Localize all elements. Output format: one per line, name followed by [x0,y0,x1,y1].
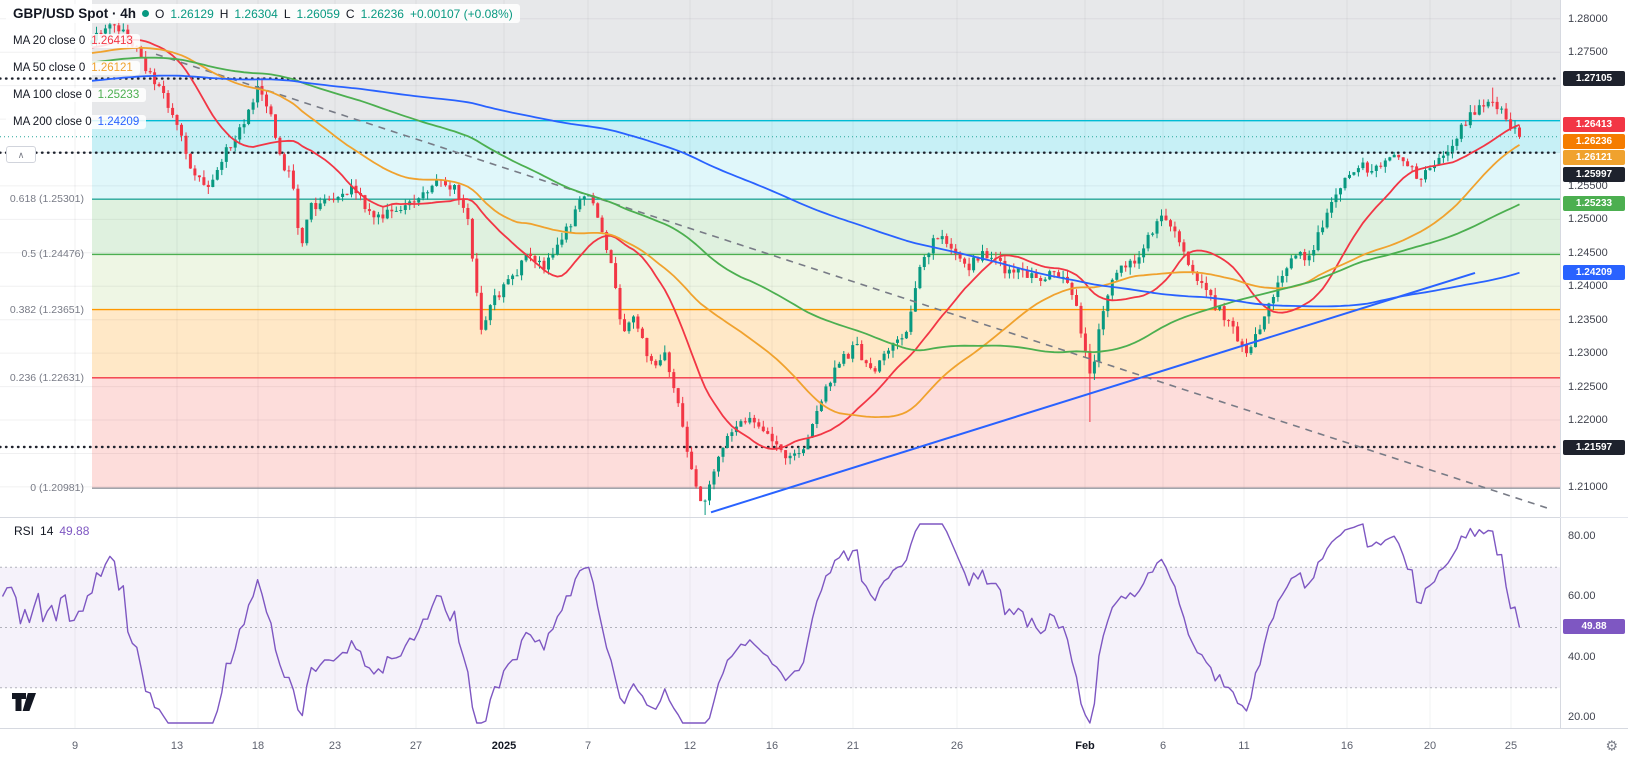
indicator-value: 1.25233 [97,89,140,101]
time-axis-tick: 23 [328,739,342,752]
price-chart-canvas[interactable] [0,0,1560,517]
high-label: H [219,6,229,21]
main-chart-pane[interactable]: 0.618 (1.25301) 0.5 (1.24476) 0.382 (1.236… [0,0,1560,517]
indicator-legend-row[interactable]: MA 200 close 0 1.24209 [6,115,147,129]
tradingview-logo[interactable] [10,688,40,718]
indicator-label: MA 200 close 0 [13,116,92,128]
time-axis-tick: 12 [683,739,697,752]
price-badge: 1.24209 [1563,264,1625,280]
indicator-label: MA 50 close 0 [13,62,86,74]
time-axis[interactable]: ⚙ 9 13 18 23 27 2025 7 12 16 21 26 Feb 6 11 16 20 25 [0,728,1628,762]
price-badge: 1.21597 [1563,439,1625,455]
price-badge: 1.27105 [1563,71,1625,87]
price-axis-tick: 1.24500 [1568,246,1608,259]
rsi-axis-tick: 40.00 [1568,650,1596,663]
price-axis-tick: 1.25500 [1568,179,1608,192]
price-axis[interactable]: 1.28000 1.27500 1.25500 1.25000 1.24500 1.240… [1560,0,1628,728]
price-badge: 1.25997 [1563,166,1625,182]
rsi-pane[interactable]: RSI 14 49.88 [0,517,1560,729]
time-axis-tick: 18 [251,739,265,752]
open-value: 1.26129 [170,6,214,21]
indicator-legend-row[interactable]: MA 20 close 0 1.26413 [6,34,140,48]
time-axis-tick: 16 [765,739,779,752]
indicator-legend-row[interactable]: MA 50 close 0 1.26121 [6,61,140,75]
rsi-axis-tick: 20.00 [1568,711,1596,723]
rsi-legend-row[interactable]: RSI 14 49.88 [8,523,96,539]
price-badge: 1.25233 [1563,196,1625,212]
price-axis-tick: 1.23500 [1568,313,1608,326]
price-axis-tick: 1.27500 [1568,46,1608,59]
low-value: 1.26059 [296,6,340,21]
rsi-value: 49.88 [59,524,90,538]
time-axis-tick: 11 [1238,739,1250,752]
price-badge: 1.26236 [1563,133,1625,149]
time-axis-tick: 21 [846,739,860,752]
indicator-label: MA 20 close 0 [13,35,86,47]
settings-gear-icon[interactable]: ⚙ [1605,737,1618,753]
rsi-value-badge: 49.88 [1563,619,1625,635]
price-badge: 1.26121 [1563,150,1625,166]
rsi-axis-tick: 60.00 [1568,590,1596,603]
price-badge: 1.26413 [1563,117,1625,133]
time-axis-tick-major: 2025 [491,739,517,752]
price-axis-tick: 1.21000 [1568,480,1608,493]
time-axis-tick: 9 [71,739,79,752]
rsi-chart-canvas[interactable] [0,518,1560,729]
time-axis-tick: 13 [170,739,184,752]
symbol-legend-row[interactable]: GBP/USD Spot · 4h O 1.26129 H 1.26304 L 1.2… [6,4,520,23]
legend-collapse-button[interactable]: ∧ [6,146,36,163]
time-axis-tick-major: Feb [1075,739,1095,752]
axis-pane-separator [1560,517,1628,518]
open-label: O [155,6,165,21]
indicator-label: MA 100 close 0 [13,89,92,101]
price-axis-tick: 1.22000 [1568,414,1608,426]
indicator-value: 1.26413 [91,35,133,47]
price-axis-tick: 1.24000 [1568,280,1608,293]
close-label: C [345,6,355,21]
indicator-legend-row[interactable]: MA 100 close 0 1.25233 [6,88,147,102]
rsi-label: RSI [14,524,35,538]
indicator-value: 1.26121 [91,62,133,74]
time-axis-tick: 7 [584,739,592,752]
time-axis-tick: 25 [1504,739,1518,752]
price-axis-tick: 1.25000 [1568,213,1608,226]
time-axis-tick: 16 [1340,739,1354,752]
market-status-icon [142,10,150,17]
price-axis-tick: 1.28000 [1568,12,1608,25]
symbol-title[interactable]: GBP/USD Spot · 4h [13,6,137,21]
close-value: 1.26236 [360,6,404,21]
change-value: +0.00107 (+0.08%) [409,6,513,21]
time-axis-tick: 6 [1159,739,1167,752]
high-value: 1.26304 [234,6,278,21]
time-axis-tick: 26 [950,739,964,752]
rsi-axis-tick: 80.00 [1568,530,1596,542]
price-axis-tick: 1.22500 [1568,380,1608,393]
time-axis-tick: 27 [409,739,423,752]
price-axis-tick: 1.23000 [1568,347,1608,360]
rsi-period: 14 [40,524,54,538]
low-label: L [283,6,291,21]
indicator-value: 1.24209 [97,116,140,128]
time-axis-tick: 20 [1423,739,1437,752]
